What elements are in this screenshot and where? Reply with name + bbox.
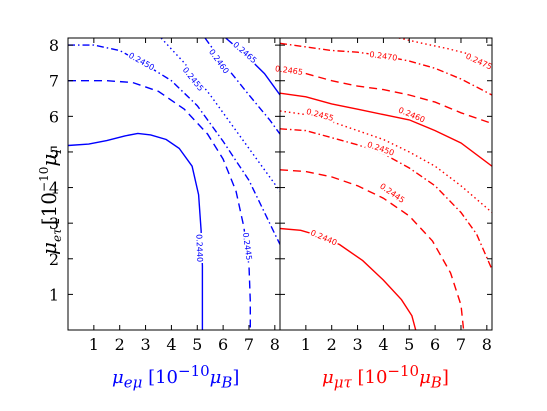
- right-contour-label: 0.2455: [305, 107, 334, 123]
- ylabel-sub: eτ: [50, 228, 64, 242]
- left-xlabel-unit: [10: [148, 367, 179, 388]
- left-contour-label: 0.2440: [194, 234, 204, 262]
- left-y-tick-label: 6: [49, 107, 59, 126]
- left-axes-frame: [67, 37, 281, 331]
- right-x-tick-label: 5: [404, 335, 414, 354]
- left-y-tick-label: 8: [49, 36, 59, 55]
- left-x-tick-label: 8: [270, 335, 280, 354]
- left-y-tick-label: 2: [49, 250, 59, 269]
- left-y-tick-label: 5: [49, 143, 59, 162]
- right-contour-0.2455: [280, 110, 492, 214]
- right-contour-0.2475: [398, 38, 492, 66]
- right-contour-0.2470: [280, 42, 492, 96]
- right-x-tick-label: 2: [327, 335, 337, 354]
- left-x-axis-label: μeμ [10−10μB]: [112, 362, 239, 392]
- right-x-tick-label: 4: [378, 335, 388, 354]
- left-xlabel-sub: eμ: [123, 373, 143, 392]
- right-x-tick-label: 7: [456, 335, 466, 354]
- left-contour-label: 0.2465: [231, 40, 258, 65]
- right-xlabel-var: μ: [322, 367, 334, 388]
- right-contour-0.2460: [280, 92, 492, 167]
- y-axis-label: μeτ[10−10μB]: [8, 137, 78, 260]
- left-x-tick-label: 6: [218, 335, 228, 354]
- right-contour-label: 0.2475: [464, 52, 493, 72]
- right-contour-label: 0.2460: [397, 106, 426, 125]
- right-contour-label: 0.2445: [378, 182, 406, 205]
- right-x-axis-label: μμτ [10−10μB]: [322, 362, 449, 392]
- right-contour-0.2445: [280, 169, 465, 330]
- left-x-tick-label: 2: [115, 335, 125, 354]
- left-contour-0.2455: [160, 38, 280, 192]
- right-contour-label: 0.2470: [369, 50, 398, 63]
- left-xlabel-close: ]: [232, 367, 240, 388]
- right-xlabel-unit: [10: [357, 367, 388, 388]
- left-xlabel-exp: −10: [178, 362, 210, 380]
- right-contour-0.2450: [280, 128, 492, 270]
- right-xlabel-musub: B: [430, 373, 442, 392]
- right-xlabel-mu: μ: [419, 367, 431, 388]
- left-xlabel-mu: μ: [209, 367, 222, 388]
- right-axes-frame: [279, 37, 493, 331]
- left-contour-0.2450: [68, 44, 280, 245]
- right-xlabel-close: ]: [441, 367, 449, 388]
- right-xlabel-sub: μτ: [333, 373, 352, 392]
- right-x-tick-label: 6: [430, 335, 440, 354]
- ylabel-musub: B: [50, 150, 64, 155]
- left-contour-0.2440: [68, 132, 204, 330]
- left-x-tick-label: 3: [140, 335, 150, 354]
- left-y-tick-label: 3: [49, 214, 59, 233]
- left-x-tick-label: 1: [89, 335, 99, 354]
- left-y-tick-label: 4: [49, 179, 59, 198]
- right-x-tick-label: 1: [301, 335, 311, 354]
- left-y-tick-label: 1: [49, 285, 59, 304]
- right-x-tick-label: 8: [482, 335, 492, 354]
- ylabel-var: μ: [37, 242, 61, 255]
- right-panel: 0.2440 0.2445 0.2450 0.2455 0.2460 0.2465 0.24…: [273, 37, 495, 354]
- svg-text:μeτ[10−10μB]: μeτ[10−10μB]: [37, 150, 64, 255]
- ylabel-unit: [10: [37, 192, 61, 225]
- left-x-tick-label: 5: [192, 335, 202, 354]
- left-contour-label: 0.2455: [181, 66, 206, 93]
- left-contour-label: 0.2450: [127, 51, 156, 72]
- left-y-tick-label: 7: [49, 72, 59, 91]
- left-contour-label: 0.2445: [241, 232, 254, 261]
- left-xlabel-musub: B: [221, 373, 233, 392]
- right-contour-label: 0.2465: [274, 64, 303, 77]
- right-contour-label: 0.2440: [309, 228, 338, 247]
- left-x-tick-label: 7: [244, 335, 254, 354]
- left-contour-0.2445: [68, 80, 251, 330]
- right-x-tick-label: 3: [352, 335, 362, 354]
- right-contour-0.2440: [280, 227, 417, 330]
- ylabel-mu: μ: [37, 154, 61, 167]
- right-contour-0.2465: [280, 69, 492, 125]
- right-contour-label: 0.2450: [366, 140, 395, 158]
- ylabel-exp: −10: [37, 167, 51, 192]
- left-x-tick-label: 4: [166, 335, 176, 354]
- left-contour-label: 0.2460: [207, 47, 231, 75]
- right-xlabel-exp: −10: [387, 362, 420, 380]
- left-xlabel-var: μ: [112, 367, 124, 388]
